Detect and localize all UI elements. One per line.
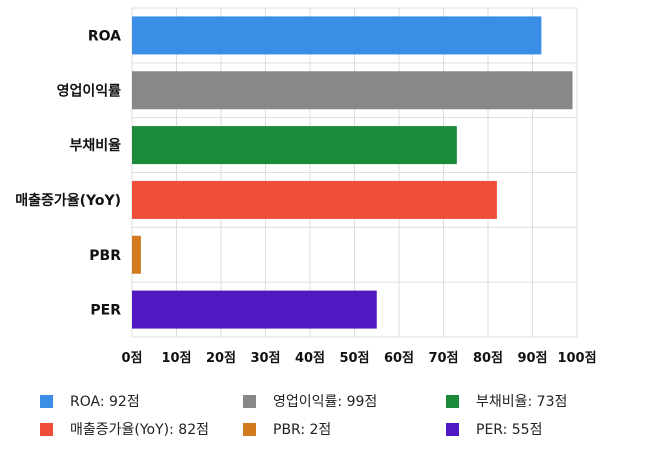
bar — [132, 235, 141, 274]
bar — [132, 126, 457, 165]
x-tick-label: 90점 — [517, 351, 547, 366]
x-tick-label: 60점 — [384, 351, 414, 366]
x-tick-label: 100점 — [557, 351, 596, 366]
x-tick-label: 20점 — [206, 351, 236, 366]
legend-swatch — [446, 394, 459, 408]
legend-item: 영업이익률: 99점 — [243, 391, 446, 411]
bar — [132, 71, 573, 110]
category-label: 영업이익률 — [57, 82, 122, 99]
legend-label: ROA: 92점 — [70, 394, 140, 410]
legend-item: 부채비율: 73점 — [446, 391, 636, 411]
x-tick-labels: 0점 10점 20점 30점 40점 50점 60점 70점 80점 90점 100점 — [121, 351, 596, 366]
x-tick-label: 30점 — [250, 351, 280, 366]
legend-swatch — [243, 422, 256, 436]
legend-swatch — [243, 394, 256, 408]
bar — [132, 180, 497, 219]
category-label: 매출증가율(YoY) — [15, 192, 121, 209]
x-tick-label: 50점 — [339, 351, 369, 366]
legend-swatch — [40, 394, 53, 408]
category-label: PER — [90, 303, 121, 319]
category-label: PBR — [89, 248, 121, 264]
x-tick-label: 40점 — [295, 351, 325, 366]
legend-swatch — [40, 422, 53, 436]
legend-label: 부채비율: 73점 — [476, 394, 568, 410]
x-tick-label: 70점 — [428, 351, 458, 366]
legend-label: PBR: 2점 — [273, 422, 332, 438]
x-tick-label: 80점 — [473, 351, 503, 366]
legend-label: 영업이익률: 99점 — [273, 394, 378, 410]
x-tick-label: 10점 — [161, 351, 191, 366]
legend-label: PER: 55점 — [476, 422, 543, 438]
legend-label: 매출증가율(YoY): 82점 — [70, 422, 209, 438]
legend-item: PER: 55점 — [446, 419, 636, 439]
category-label: 부채비율 — [69, 137, 121, 154]
grid-lines — [131, 7, 578, 338]
bar — [132, 16, 542, 55]
legend-item: 매출증가율(YoY): 82점 — [40, 419, 243, 439]
category-label: ROA — [88, 28, 121, 44]
bars — [132, 16, 573, 329]
bar — [132, 290, 377, 329]
x-tick-label: 0점 — [121, 351, 142, 366]
legend-item: ROA: 92점 — [40, 391, 243, 411]
legend-swatch — [446, 422, 459, 436]
legend-item: PBR: 2점 — [243, 419, 446, 439]
